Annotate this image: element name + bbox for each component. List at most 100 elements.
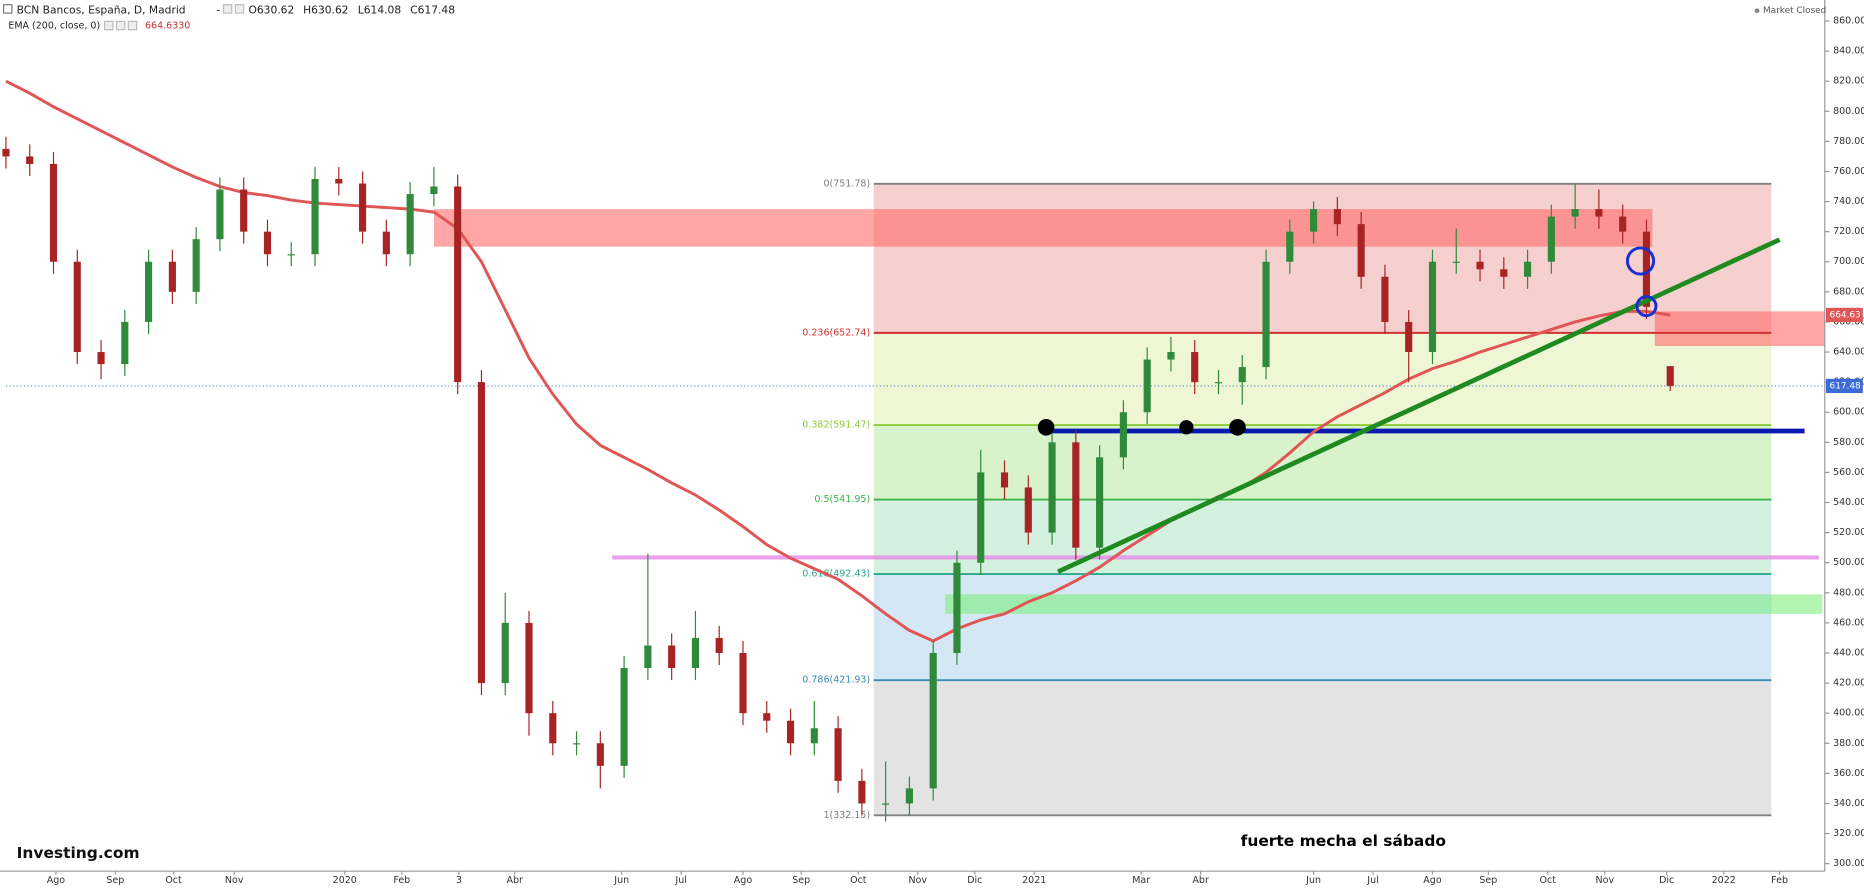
- x-tick-label: Feb: [393, 875, 410, 886]
- candle-body: [287, 254, 295, 256]
- candle-body: [620, 668, 628, 766]
- annotation-text: fuerte mecha el sábado: [1241, 832, 1446, 850]
- zone: [1654, 311, 1825, 347]
- candle-body: [454, 186, 462, 383]
- y-tick-label: 500.00: [1833, 557, 1864, 568]
- y-tick-label: 340.00: [1833, 798, 1864, 809]
- marker-circle: [1635, 295, 1658, 318]
- collapse-icon: [2, 4, 13, 14]
- candle-body: [858, 780, 866, 804]
- zone: [433, 209, 1653, 247]
- candle-body: [763, 713, 771, 721]
- marker-dot: [1037, 418, 1055, 436]
- candle-body: [1072, 442, 1080, 548]
- ohlc-high: H630.62: [303, 4, 348, 17]
- x-tick-label: Oct: [850, 875, 867, 886]
- y-tick-label: 860.00: [1833, 15, 1864, 26]
- candle-body: [335, 178, 343, 184]
- candle-body: [97, 352, 105, 365]
- y-tick-label: 400.00: [1833, 708, 1864, 719]
- candle-body: [786, 720, 795, 744]
- fib-label: 0.382(591.47): [802, 420, 870, 431]
- candle-body: [1119, 412, 1127, 458]
- y-tick-label: 760.00: [1833, 166, 1864, 177]
- fib-label: 0(751.78): [823, 178, 870, 189]
- fib-label: 0.236(652.74): [802, 327, 870, 338]
- x-tick-label: Oct: [1540, 875, 1557, 886]
- fib-band: [873, 332, 1772, 426]
- ohlc-close: C617.48: [410, 4, 455, 17]
- y-tick-label: 740.00: [1833, 196, 1864, 207]
- y-tick-label: 360.00: [1833, 768, 1864, 779]
- y-tick-label: 540.00: [1833, 497, 1864, 508]
- candle-body: [1452, 261, 1460, 263]
- fib-label: 1(332.15): [823, 810, 870, 821]
- candle-body: [1214, 382, 1223, 384]
- candle-body: [1000, 472, 1009, 488]
- y-tick-label: 700.00: [1833, 256, 1864, 267]
- candle-body: [644, 645, 652, 669]
- candle-body: [430, 186, 438, 195]
- fib-label: 0.5(541.95): [814, 494, 870, 505]
- marker-dot: [1229, 418, 1246, 436]
- candle-body: [2, 148, 10, 157]
- status-dot: [1754, 8, 1760, 14]
- x-tick-label: 3: [456, 875, 462, 886]
- y-tick-label: 580.00: [1833, 437, 1864, 448]
- x-tick-label: Ago: [734, 875, 753, 886]
- candle-body: [1619, 216, 1627, 232]
- x-tick-label: Mar: [1132, 875, 1150, 886]
- indicator-name: EMA (200, close, 0): [8, 21, 100, 32]
- market-status: Market Closed: [1763, 6, 1826, 16]
- candle-body: [1524, 261, 1532, 277]
- candle-body: [1167, 352, 1175, 360]
- ohlc-open: O630.62: [248, 4, 294, 17]
- y-tick-label: 560.00: [1833, 467, 1864, 478]
- candle-body: [1096, 457, 1104, 548]
- ohlc-low: L614.08: [358, 4, 402, 17]
- candle-body: [1357, 224, 1365, 277]
- candle-body: [953, 562, 961, 653]
- candle-body: [1547, 216, 1555, 262]
- candle-body: [882, 803, 890, 805]
- y-tick-label: 640.00: [1833, 347, 1864, 358]
- y-tick-label: 820.00: [1833, 76, 1864, 87]
- y-tick-label: 320.00: [1833, 828, 1864, 839]
- plot-area: 0(751.78) 0.236(652.74) 0.382(591.47) 0.5(5…: [2, 79, 1825, 822]
- trend-line: [1057, 237, 1781, 574]
- indicator-button: [127, 20, 138, 31]
- price-tag-label: 617.48: [1830, 381, 1862, 391]
- y-tick-label: 480.00: [1833, 587, 1864, 598]
- x-tick-label: Abr: [1192, 875, 1209, 886]
- ema-line: [5, 79, 1671, 643]
- x-tick-label: Jun: [613, 875, 629, 886]
- indicator-value: 664.6330: [145, 21, 190, 32]
- candle-body: [1595, 209, 1603, 217]
- candle-body: [311, 178, 319, 255]
- candle-body: [1642, 231, 1651, 307]
- x-tick-label: Dic: [1659, 875, 1674, 886]
- y-tick-label: 840.00: [1833, 46, 1864, 57]
- candle-body: [26, 156, 34, 164]
- candle-body: [834, 728, 842, 781]
- candle-body: [1024, 487, 1032, 533]
- x-tick-label: Jun: [1305, 875, 1321, 886]
- header-button: [234, 4, 245, 14]
- candle-body: [1476, 261, 1484, 270]
- fib-label: 0.786(421.93): [802, 675, 870, 686]
- candle-body: [216, 189, 224, 240]
- candle-body: [1405, 321, 1413, 353]
- candle-body: [1048, 442, 1056, 533]
- candle-body: [1143, 359, 1151, 413]
- x-tick-label: Sep: [792, 875, 810, 886]
- x-tick-label: Sep: [106, 875, 124, 886]
- candle-body: [406, 194, 414, 255]
- x-tick-label: Dic: [967, 875, 982, 886]
- candle-body: [1428, 261, 1437, 353]
- y-tick-label: 800.00: [1833, 106, 1864, 117]
- candle-body: [382, 231, 390, 255]
- candle-body: [73, 261, 81, 353]
- price-tag: [1825, 307, 1863, 323]
- fib-band: [873, 499, 1772, 575]
